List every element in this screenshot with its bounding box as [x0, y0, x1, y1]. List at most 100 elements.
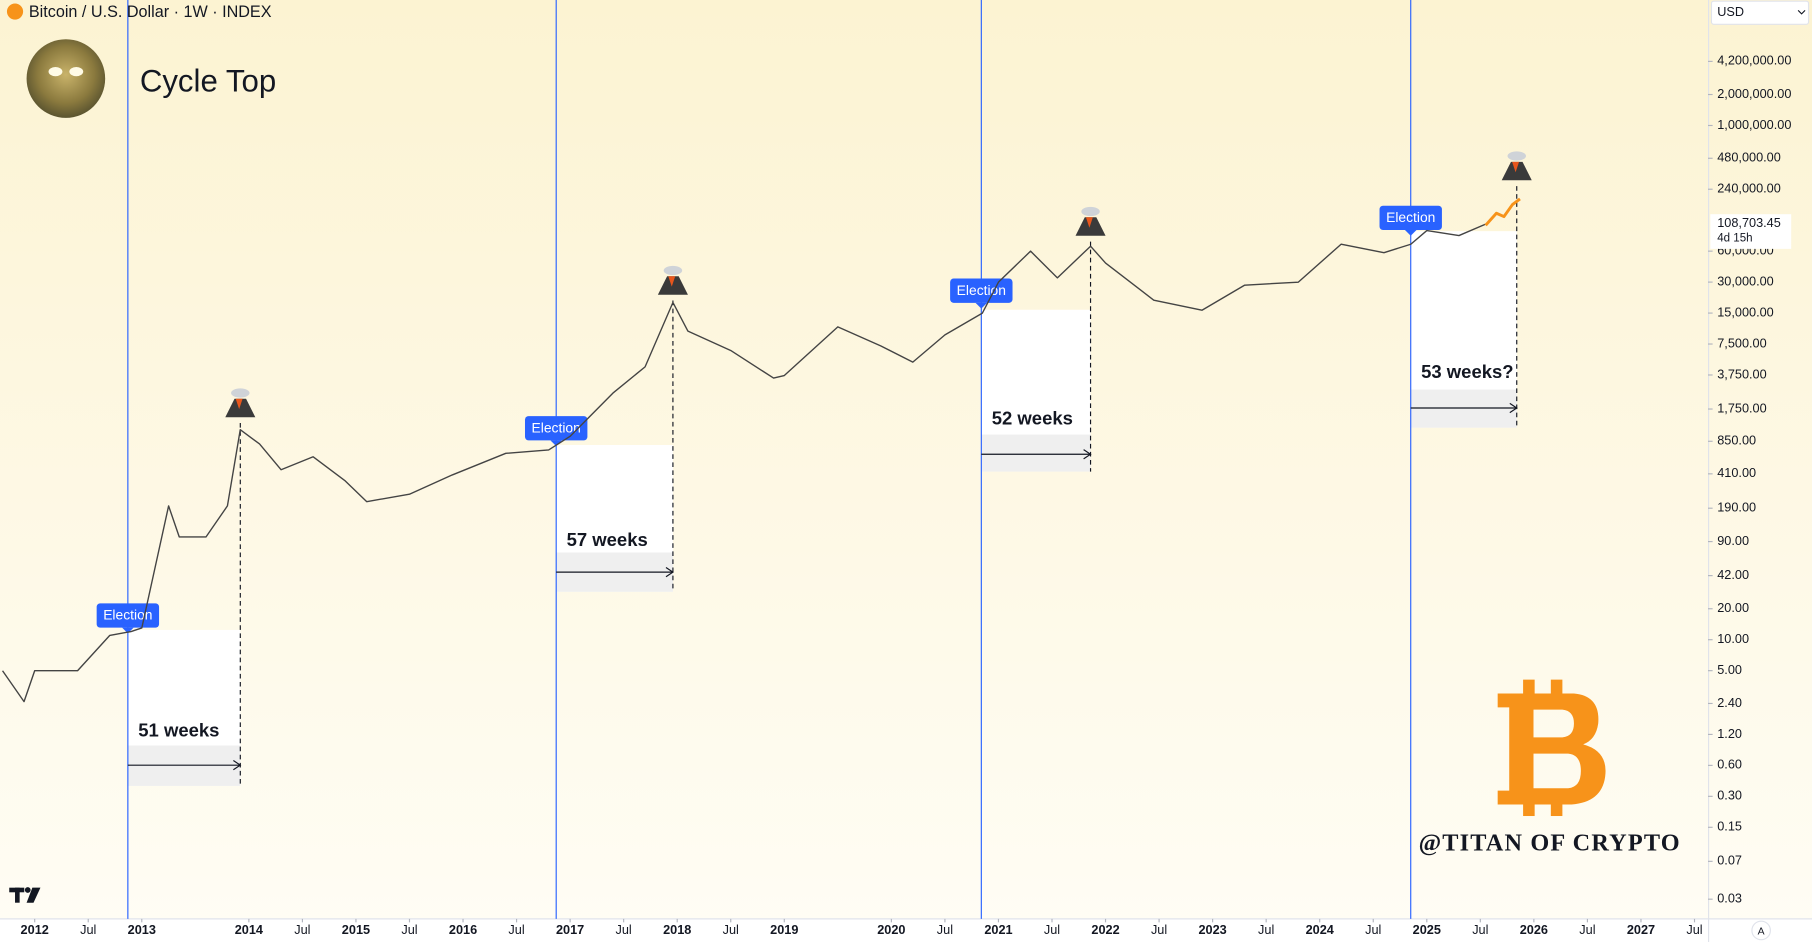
- autoscale-label[interactable]: A: [1758, 926, 1765, 937]
- volcano-smoke: [663, 265, 683, 276]
- y-tick-label: 3,750.00: [1717, 366, 1766, 381]
- y-tick-label: 2.40: [1717, 695, 1742, 710]
- election-label: Election: [532, 419, 581, 435]
- weeks-label: 57 weeks: [567, 529, 648, 550]
- election-pointer: [550, 440, 562, 447]
- watermark: @TITAN OF CRYPTO: [1419, 829, 1681, 856]
- autoscale-button[interactable]: [1751, 920, 1771, 941]
- election-label: Election: [957, 282, 1006, 298]
- last-price-label: 108,703.45: [1717, 215, 1781, 230]
- x-tick-label: 2022: [1091, 922, 1119, 937]
- y-tick-label: 90.00: [1717, 533, 1749, 548]
- volcano-icon: [1501, 161, 1532, 181]
- x-tick-label: Jul: [937, 922, 953, 937]
- countdown-label: 4d 15h: [1717, 233, 1752, 245]
- y-tick-label: 30,000.00: [1717, 273, 1774, 288]
- x-tick-label: 2018: [663, 922, 691, 937]
- x-tick-label: 2020: [877, 922, 905, 937]
- plot: 51 weeks Election 57 weeks Election 52 weeks…: [1, 0, 1532, 919]
- x-tick-label: Jul: [1472, 922, 1488, 937]
- x-tick-label: 2015: [342, 922, 370, 937]
- x-tick-label: Jul: [294, 922, 310, 937]
- x-tick-label: 2013: [128, 922, 156, 937]
- volcano-smoke: [231, 388, 250, 398]
- election-label: Election: [103, 607, 152, 623]
- x-tick-label: Jul: [1686, 922, 1702, 937]
- x-tick-label: 2014: [235, 922, 263, 937]
- volcano-lava: [668, 276, 676, 287]
- y-tick-label: 1,750.00: [1717, 400, 1766, 415]
- y-tick-label: 5.00: [1717, 662, 1742, 677]
- x-tick-label: 2017: [556, 922, 584, 937]
- y-tick-label: 850.00: [1717, 433, 1756, 448]
- coin-icon: [6, 3, 24, 20]
- y-tick-label: 15,000.00: [1717, 304, 1774, 319]
- projection-line: [1484, 197, 1521, 227]
- arrow-head: [1509, 402, 1518, 414]
- volcano-lava: [235, 398, 243, 410]
- dropdown-caret[interactable]: [1797, 9, 1806, 15]
- header-title: Bitcoin / U.S. Dollar · 1W · INDEX: [29, 3, 272, 21]
- x-tick-label: 2016: [449, 922, 477, 937]
- weeks-box: [981, 434, 1091, 472]
- x-tick-label: 2027: [1627, 922, 1655, 937]
- last-price-tag: [1710, 214, 1792, 249]
- weeks-label: 52 weeks: [992, 407, 1073, 428]
- y-tick-label: 7,500.00: [1717, 335, 1766, 350]
- x-tick-label: 2024: [1306, 922, 1334, 937]
- x-axis-bar: [0, 918, 1812, 942]
- chart-title: Cycle Top: [140, 63, 276, 98]
- y-tick-label: 10.00: [1717, 631, 1749, 646]
- price-line: [1, 223, 1486, 703]
- x-tick-label: Jul: [1365, 922, 1381, 937]
- weeks-label: 51 weeks: [138, 720, 219, 741]
- y-tick-label: 0.60: [1717, 757, 1742, 772]
- avatar-eye: [48, 67, 63, 77]
- x-tick-label: 2021: [984, 922, 1012, 937]
- weeks-label: 53 weeks?: [1421, 361, 1513, 382]
- bitcoin-logo: [1497, 679, 1606, 817]
- volcano-smoke: [1507, 151, 1526, 161]
- arrow-head: [665, 567, 674, 578]
- x-tick-label: Jul: [508, 922, 524, 937]
- y-tick-label: 42.00: [1717, 567, 1749, 582]
- avatar: [26, 39, 106, 118]
- volcano-smoke: [1081, 206, 1100, 217]
- y-tick-label: 190.00: [1717, 500, 1756, 515]
- x-tick-label: Jul: [80, 922, 96, 937]
- y-tick-label: 0.07: [1717, 853, 1742, 868]
- election-pointer: [975, 302, 988, 309]
- y-tick-label: 2,000,000.00: [1717, 86, 1791, 101]
- x-tick-label: Jul: [1258, 922, 1274, 937]
- x-tick-label: Jul: [401, 922, 417, 937]
- tv-logo: [9, 887, 41, 903]
- y-tick-label: 1.20: [1717, 726, 1742, 741]
- volcano-icon: [225, 398, 256, 418]
- y-tick-label: 20.00: [1717, 600, 1749, 615]
- y-tick-label: 0.30: [1717, 788, 1742, 803]
- currency-select[interactable]: [1710, 0, 1810, 25]
- arrow-head: [233, 760, 242, 771]
- x-tick-label: Jul: [1151, 922, 1167, 937]
- y-tick-label: 0.03: [1717, 891, 1742, 906]
- x-tick-label: Jul: [1044, 922, 1060, 937]
- volcano-icon: [657, 276, 688, 295]
- y-tick-label: 0.15: [1717, 819, 1742, 834]
- election-pointer: [1404, 230, 1417, 236]
- y-tick-label: 480,000.00: [1717, 150, 1781, 165]
- x-tick-label: Jul: [1579, 922, 1595, 937]
- y-tick-label: 1,000,000.00: [1717, 117, 1791, 132]
- volcano-icon: [1075, 217, 1106, 236]
- election-pointer: [122, 627, 134, 634]
- volcano-lava: [1512, 161, 1520, 173]
- currency-label[interactable]: USD: [1717, 4, 1744, 19]
- election-label: Election: [1386, 209, 1435, 225]
- x-tick-label: 2019: [770, 922, 798, 937]
- avatar-eye: [69, 67, 84, 77]
- y-tick-label: 4,200,000.00: [1717, 53, 1791, 68]
- election-badge: [1379, 205, 1442, 231]
- y-tick-label: 240,000.00: [1717, 181, 1781, 196]
- x-tick-label: Jul: [723, 922, 739, 937]
